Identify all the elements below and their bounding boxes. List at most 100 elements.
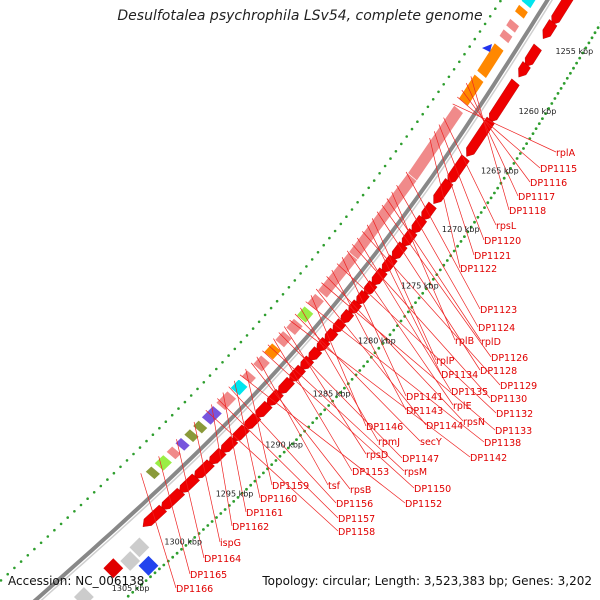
gene-label: DP1153 [352, 467, 389, 478]
leader-line [278, 332, 403, 459]
tick-dot [562, 82, 566, 85]
tick-dot [431, 277, 435, 281]
tick-dot [493, 191, 496, 195]
tick-dot [158, 426, 161, 430]
tick-dot [208, 374, 212, 377]
gene-label: secY [420, 437, 442, 448]
tick-dot [502, 176, 506, 180]
tick-dot [459, 240, 463, 243]
gene-box [520, 0, 537, 10]
tick-dot [257, 320, 261, 324]
tick-dot [311, 421, 315, 424]
leader-line [267, 344, 405, 472]
tick-dot [377, 346, 381, 350]
tick-dot [339, 391, 342, 394]
tick-dot [239, 340, 243, 344]
tick-dot [315, 416, 319, 420]
leader-line [331, 269, 407, 411]
tick-dot [251, 327, 255, 330]
tick-dot [164, 420, 168, 424]
gene-label: DP1141 [406, 392, 443, 403]
tick-dot [140, 583, 144, 586]
gene-label: DP1152 [405, 499, 442, 510]
tick-dot [339, 222, 343, 226]
tick-dot [99, 484, 103, 488]
tick-dot [269, 306, 273, 310]
tick-dot [262, 471, 265, 475]
tick-dot [509, 167, 512, 170]
gene-label: DP1156 [336, 499, 373, 510]
leader-line [443, 117, 497, 226]
tick-dot [145, 439, 148, 443]
kbp-tick-label: 1290 kbp [265, 440, 303, 449]
tick-dot [476, 215, 480, 219]
gene-arrow [300, 355, 315, 371]
tick-dot [556, 92, 560, 95]
backbone-line [32, 0, 550, 600]
gene-arrow [489, 78, 520, 123]
tick-dot [26, 554, 30, 557]
tick-dot [196, 387, 199, 391]
gene-box [514, 3, 529, 20]
gene-label: DP1135 [451, 387, 488, 398]
kbp-tick-label: 1255 kbp [555, 47, 593, 56]
tick-dot [458, 60, 461, 64]
leader-line [405, 171, 481, 310]
tick-dot [132, 452, 135, 456]
gene-label: DP1146 [366, 422, 403, 433]
gene-label: DP1128 [480, 366, 517, 377]
leader-line [193, 421, 221, 543]
tick-dot [189, 394, 193, 397]
tick-dot [489, 196, 493, 200]
kbp-tick-label: 1305 kbp [112, 584, 150, 593]
tick-dot [400, 142, 403, 146]
genome-title: Desulfotalea psychrophila LSv54, complet… [117, 8, 483, 24]
gene-label: DP1161 [246, 508, 283, 519]
tick-dot [219, 512, 223, 515]
tick-dot [414, 301, 417, 304]
gene-arrow [433, 178, 454, 204]
tick-dot [437, 90, 440, 94]
gene-label: rpsB [350, 485, 371, 496]
tick-dot [319, 412, 323, 416]
tick-dot [286, 446, 290, 450]
gene-label: DP1115 [540, 164, 577, 175]
gene-arrow [518, 61, 531, 78]
tick-dot [278, 454, 282, 458]
gene-arrow [142, 504, 168, 527]
tick-dot [394, 150, 398, 153]
tick-dot [79, 503, 83, 507]
gene-box [252, 354, 271, 373]
tick-dot [33, 547, 36, 551]
extra-feature [74, 587, 94, 600]
tick-dot [215, 367, 218, 371]
tick-dot [488, 14, 492, 18]
tick-dot [345, 215, 348, 218]
leader-line [326, 276, 464, 422]
tick-dot [565, 76, 569, 80]
tick-dot [417, 296, 421, 300]
tick-dot [149, 575, 152, 579]
tick-dot [333, 229, 337, 233]
gene-arrow [466, 116, 495, 157]
tick-dot [515, 157, 519, 160]
tick-dot [287, 286, 291, 289]
gene-arrow [524, 43, 542, 67]
tick-dot [392, 328, 396, 332]
gene-label: rplD [481, 337, 501, 348]
gene-label: rpsD [366, 450, 388, 461]
tick-dot [170, 413, 174, 417]
leader-line [465, 83, 519, 197]
leader-line [176, 439, 205, 559]
gene-box [153, 454, 173, 472]
leader-line [256, 356, 329, 486]
gene-box [476, 42, 505, 79]
tick-dot [46, 535, 50, 538]
leader-line [457, 96, 541, 169]
tick-dot [158, 567, 161, 571]
gene-label: rpsL [496, 221, 517, 232]
tick-dot [593, 31, 597, 35]
leader-line [357, 237, 452, 392]
tick-dot [483, 206, 486, 210]
leader-line [294, 313, 421, 442]
